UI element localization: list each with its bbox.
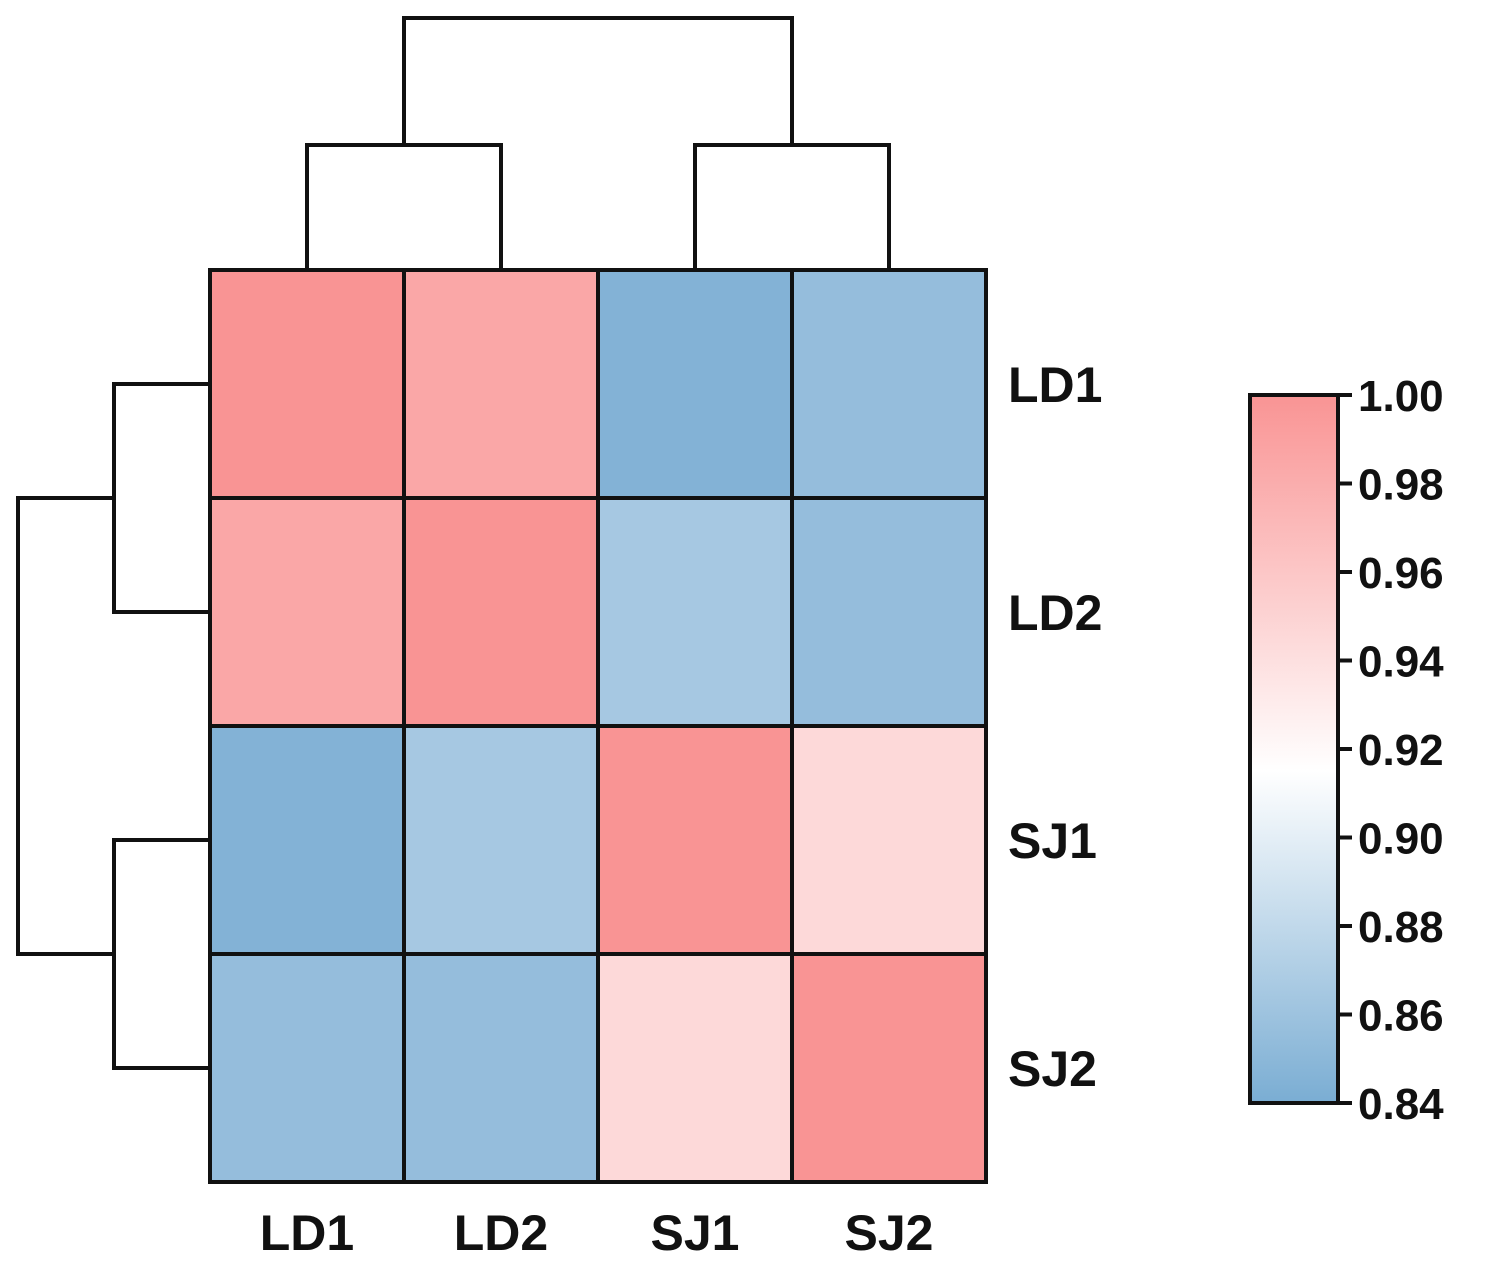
colorbar-tick-label: 0.88 <box>1358 903 1444 952</box>
colorbar-gradient <box>1248 393 1340 1105</box>
colorbar-tick-label: 0.86 <box>1358 992 1444 1041</box>
colorbar-tick-label: 0.98 <box>1358 461 1444 510</box>
colorbar-tick-label: 0.84 <box>1358 1080 1444 1129</box>
column-dendrogram-branch-ld <box>305 143 503 270</box>
column-labels: LD1 LD2 SJ1 SJ2 <box>260 1205 934 1261</box>
heatmap-cells <box>208 268 988 1184</box>
column-label: LD1 <box>260 1205 354 1261</box>
heatmap-cell-sj1-ld1 <box>208 724 406 956</box>
row-label: LD2 <box>1008 585 1102 641</box>
heatmap-cell-sj2-ld1 <box>208 952 406 1184</box>
dendrogram <box>16 16 891 1070</box>
row-dendrogram-root <box>16 496 114 956</box>
column-label: SJ1 <box>651 1205 740 1261</box>
colorbar-tick-label: 0.92 <box>1358 726 1444 775</box>
heatmap-cell-ld1-ld2 <box>402 268 600 500</box>
column-label: SJ2 <box>845 1205 934 1261</box>
heatmap-cell-sj1-sj1 <box>596 724 794 956</box>
heatmap-cell-sj1-ld2 <box>402 724 600 956</box>
heatmap-cell-sj2-sj2 <box>790 952 988 1184</box>
heatmap-cell-ld2-sj1 <box>596 496 794 728</box>
row-label: SJ2 <box>1008 1041 1097 1097</box>
heatmap-cell-ld1-sj2 <box>790 268 988 500</box>
row-label: SJ1 <box>1008 813 1097 869</box>
row-label: LD1 <box>1008 357 1102 413</box>
colorbar-tick-label: 0.94 <box>1358 638 1444 687</box>
heatmap-cell-ld2-sj2 <box>790 496 988 728</box>
heatmap-cell-sj2-sj1 <box>596 952 794 1184</box>
heatmap-cell-ld1-ld1 <box>208 268 406 500</box>
colorbar-tick-label: 0.96 <box>1358 549 1444 598</box>
row-dendrogram-branch-ld <box>112 382 210 614</box>
column-label: LD2 <box>454 1205 548 1261</box>
column-dendrogram-branch-sj <box>693 143 891 270</box>
heatmap-cell-ld1-sj1 <box>596 268 794 500</box>
column-dendrogram-root <box>402 16 794 145</box>
heatmap-cell-sj1-sj2 <box>790 724 988 956</box>
row-labels: LD1 LD2 SJ1 SJ2 <box>1008 357 1102 1097</box>
row-dendrogram-branch-sj <box>112 838 210 1070</box>
heatmap-cell-ld2-ld2 <box>402 496 600 728</box>
colorbar-tick-label: 1.00 <box>1358 372 1444 421</box>
colorbar: 1.00 0.98 0.96 0.94 0.92 0.90 0.88 0.86 0.84 <box>1248 372 1444 1129</box>
heatmap-cell-ld2-ld1 <box>208 496 406 728</box>
colorbar-tick-label: 0.90 <box>1358 815 1444 864</box>
heatmap-cell-sj2-ld2 <box>402 952 600 1184</box>
